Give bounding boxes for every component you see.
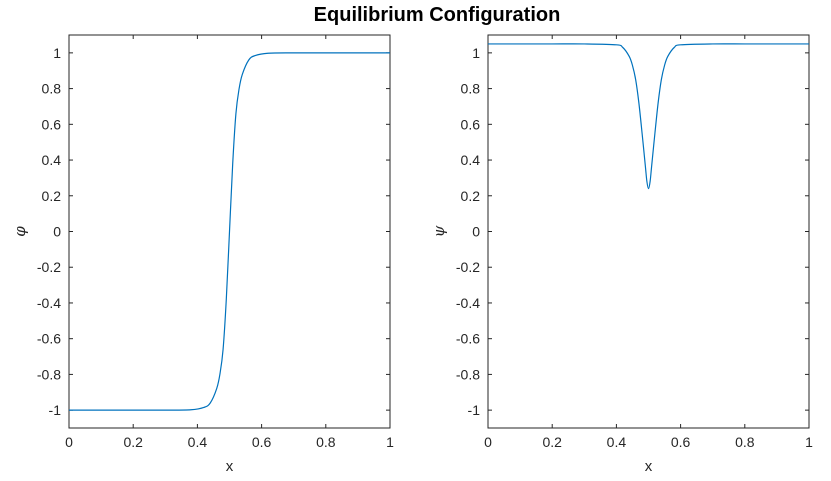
x-tick-label: 0.2 — [123, 434, 143, 450]
y-tick-label: -1 — [49, 402, 62, 418]
y-tick-label: 0.8 — [42, 81, 62, 97]
y-tick-label: 0.6 — [461, 116, 481, 132]
figure-title: Equilibrium Configuration — [314, 4, 561, 26]
y-axis-label: ψ — [430, 225, 448, 237]
x-axis-label: x — [226, 458, 234, 475]
series-line-1 — [487, 43, 809, 190]
x-tick-label: 0.6 — [671, 434, 691, 450]
y-tick-label: -1 — [468, 402, 481, 418]
x-tick-label: 0.2 — [542, 434, 562, 450]
x-tick-label: 0 — [484, 434, 492, 450]
y-tick-label: -0.2 — [37, 259, 61, 275]
x-tick-label: 0 — [65, 434, 73, 450]
y-tick-label: -0.8 — [456, 366, 480, 382]
y-tick-label: -0.6 — [37, 331, 61, 347]
right-plot: 0 0.2 0.4 0.6 0.8 1 -1 -0.8 -0.6 -0.4 -0.2 0 0.2 0.4 0… — [430, 34, 813, 475]
y-tick-label: 0.8 — [461, 81, 481, 97]
y-tick-label: 1 — [53, 45, 61, 61]
x-tick-label: 0.4 — [188, 434, 208, 450]
y-tick-label: 0 — [53, 224, 61, 240]
y-tick-label: 0.6 — [42, 116, 62, 132]
y-tick-label: -0.4 — [37, 295, 61, 311]
y-axis-label: φ — [11, 226, 29, 237]
x-tick-label: 0.4 — [607, 434, 627, 450]
y-tick-label: -0.4 — [456, 295, 480, 311]
x-tick-label: 0.8 — [316, 434, 336, 450]
x-tick-label: 1 — [805, 434, 813, 450]
x-tick-label: 1 — [386, 434, 394, 450]
x-tick-label: 0.6 — [252, 434, 272, 450]
y-tick-label: -0.2 — [456, 259, 480, 275]
y-tick-label: 0.2 — [461, 188, 481, 204]
y-tick-label: 1 — [472, 45, 480, 61]
y-tick-label: -0.8 — [37, 366, 61, 382]
y-tick-label: 0.2 — [42, 188, 62, 204]
series-line-0 — [68, 52, 390, 411]
y-tick-label: 0.4 — [42, 152, 62, 168]
x-axis-label: x — [645, 458, 653, 475]
axes-box-1 — [487, 34, 810, 429]
y-tick-label: 0 — [472, 224, 480, 240]
y-tick-label: 0.4 — [461, 152, 481, 168]
left-plot: 0 0.2 0.4 0.6 0.8 1 -1 -0.8 -0.6 -0.4 -0.2 0 0.2 0.4 0… — [11, 34, 394, 475]
y-tick-label: -0.6 — [456, 331, 480, 347]
x-tick-label: 0.8 — [735, 434, 755, 450]
